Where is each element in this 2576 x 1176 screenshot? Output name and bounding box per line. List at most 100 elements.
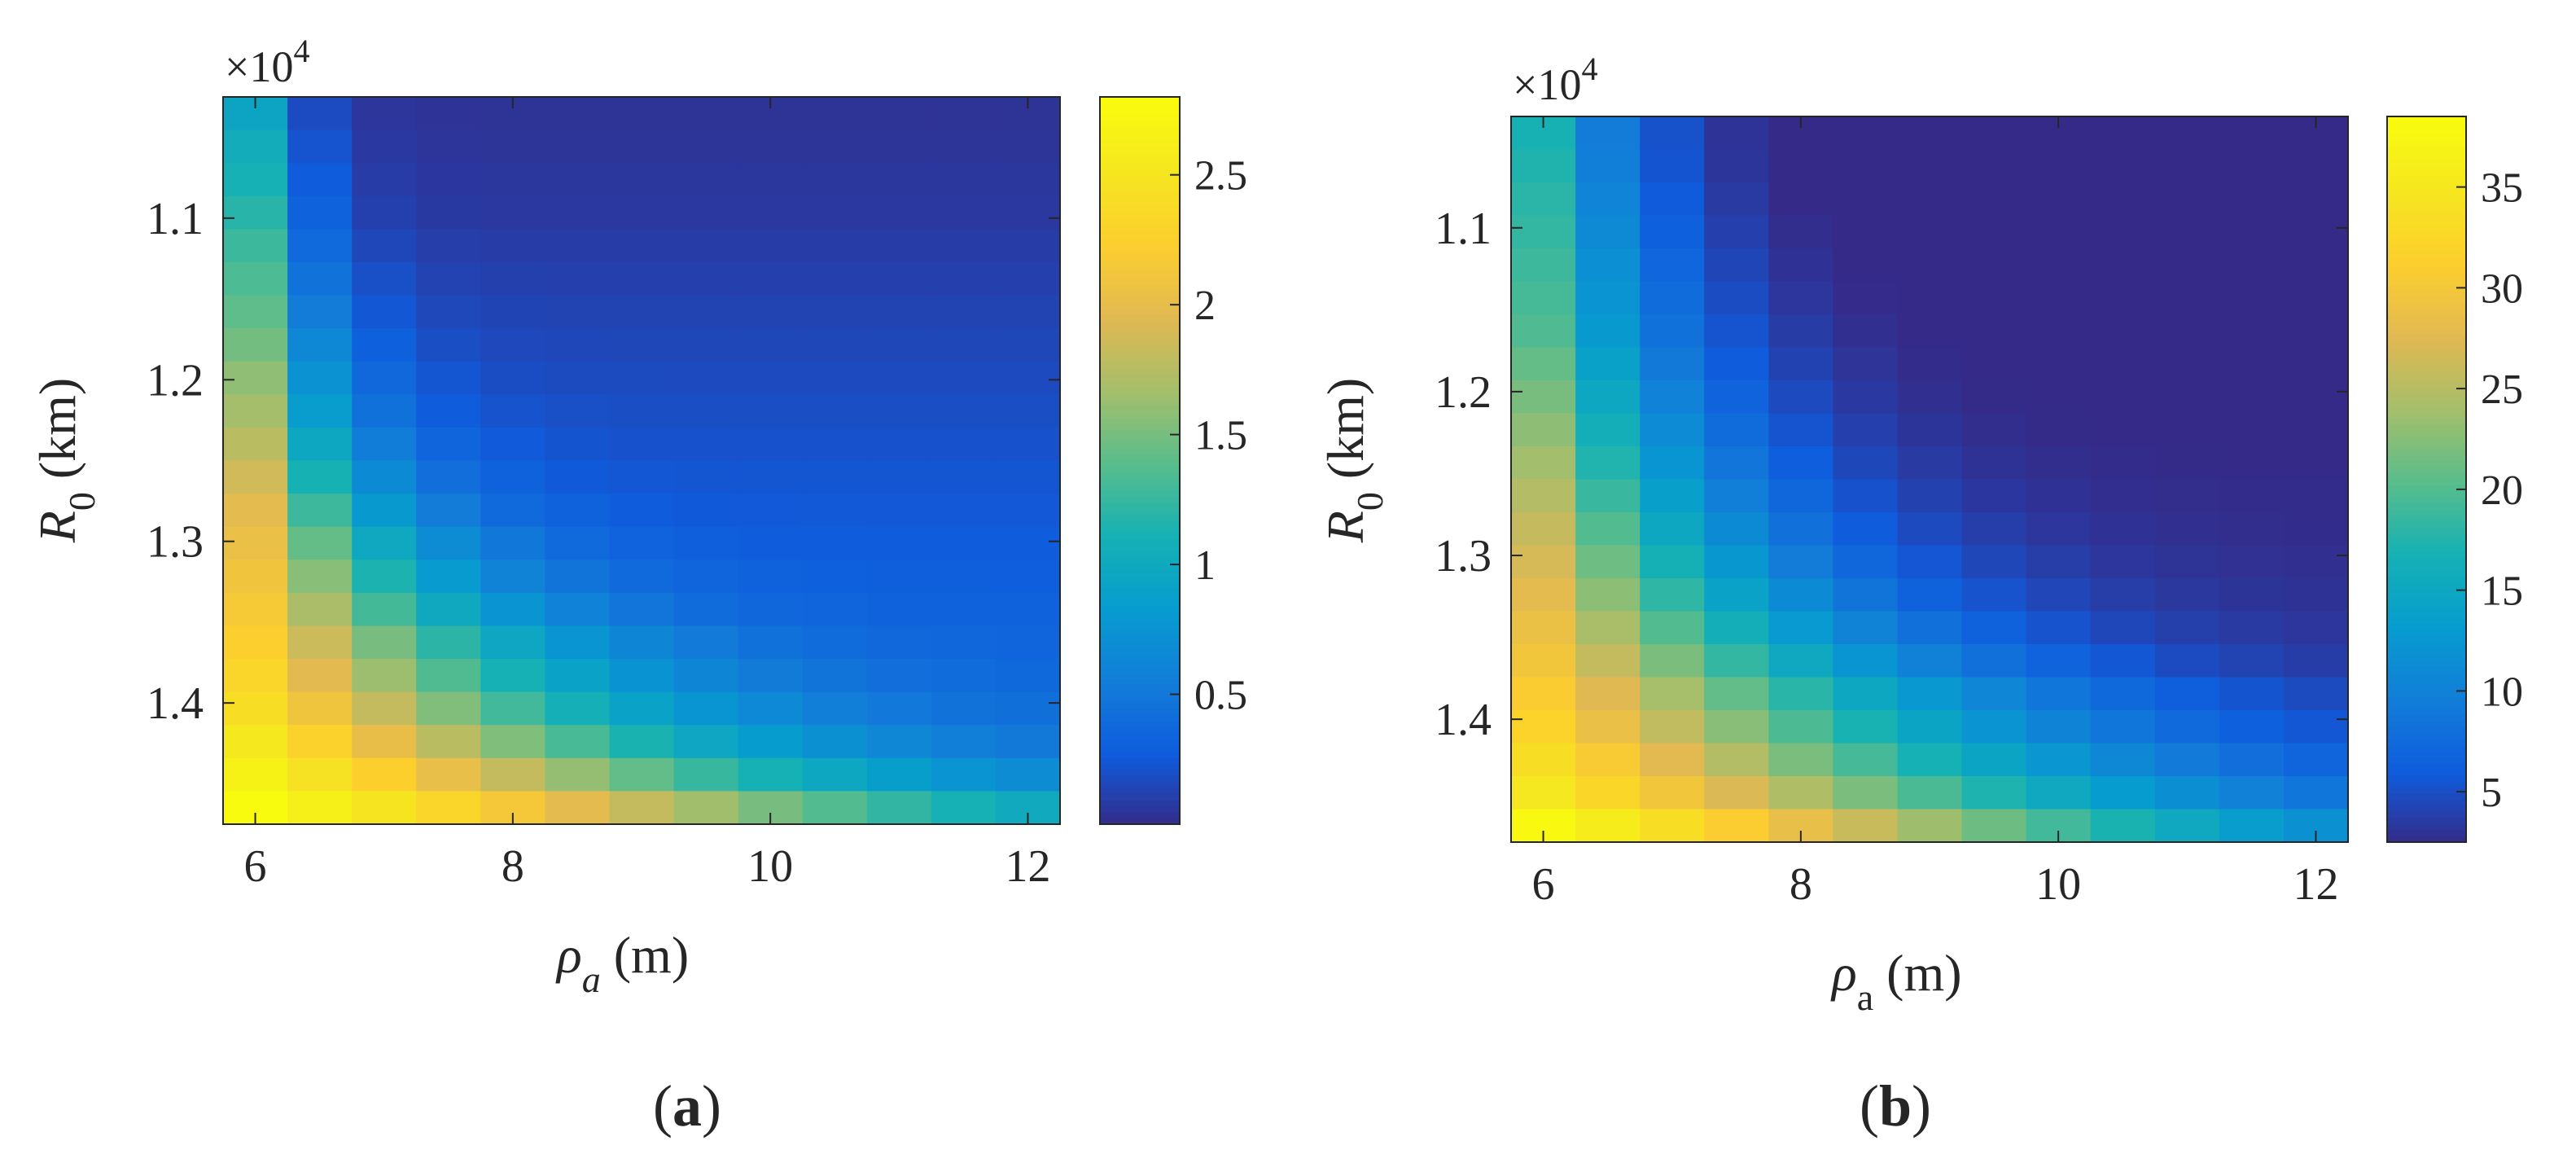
heatmap-cell	[416, 361, 482, 396]
heatmap-cell	[2283, 248, 2349, 283]
heatmap-cell	[1640, 149, 1706, 183]
heatmap-cell	[2154, 149, 2220, 183]
heatmap-cell	[223, 592, 288, 627]
colorbar-segment	[1100, 472, 1180, 480]
heatmap-cell	[738, 526, 804, 561]
heatmap-cell	[673, 460, 739, 494]
heatmap-cell	[1575, 710, 1641, 744]
heatmap-cell	[1511, 248, 1576, 283]
heatmap-cell	[1511, 446, 1576, 480]
heatmap-cell	[1833, 479, 1899, 513]
heatmap-cell	[1833, 611, 1899, 645]
heatmap-cell	[2219, 149, 2285, 183]
heatmap-cell	[480, 460, 546, 494]
heatmap-cell	[1640, 611, 1706, 645]
heatmap-cell	[2219, 347, 2285, 381]
heatmap-cell	[223, 460, 288, 494]
heatmap-cell	[738, 328, 804, 362]
heatmap-cell	[738, 691, 804, 726]
colorbar-segment	[2387, 412, 2466, 420]
heatmap-cell	[2219, 809, 2285, 843]
colorbar-segment	[2387, 757, 2466, 765]
heatmap-cell	[2219, 578, 2285, 612]
colorbar-segment	[1100, 721, 1180, 728]
heatmap-cell	[866, 791, 932, 825]
colorbar-segment	[1100, 369, 1180, 377]
heatmap-cell	[2219, 182, 2285, 217]
colorbar-segment	[1100, 108, 1180, 116]
colorbar-segment	[1100, 818, 1180, 825]
heatmap-cell	[2090, 116, 2156, 151]
heatmap-cell	[1575, 380, 1641, 415]
heatmap-cell	[738, 625, 804, 660]
heatmap-cell	[2219, 512, 2285, 546]
colorbar-segment	[2387, 261, 2466, 269]
heatmap-cell	[1640, 578, 1706, 612]
heatmap-cell	[609, 725, 675, 759]
y-tick-label: 1.2	[1435, 367, 1492, 418]
heatmap-cell	[673, 625, 739, 660]
colorbar-tick-label: 1	[1194, 542, 1216, 589]
heatmap-cell	[673, 592, 739, 627]
heatmap-cell	[673, 427, 739, 462]
heatmap-cell	[1833, 314, 1899, 349]
heatmap-cell	[802, 791, 868, 825]
heatmap-cell	[2219, 215, 2285, 249]
heatmap-cell	[995, 195, 1061, 230]
heatmap-cell	[480, 494, 546, 528]
heatmap-cell	[1768, 611, 1834, 645]
heatmap-cell	[545, 163, 611, 197]
heatmap-cell	[1511, 149, 1576, 183]
heatmap-cell	[738, 427, 804, 462]
colorbar-segment	[1100, 666, 1180, 674]
heatmap-cell	[223, 361, 288, 396]
heatmap-cell	[738, 725, 804, 759]
colorbar-segment	[1100, 793, 1180, 801]
heatmap-cell	[673, 757, 739, 792]
heatmap-a-cells	[223, 97, 1061, 825]
colorbar-segment	[1100, 187, 1180, 195]
heatmap-cell	[2090, 182, 2156, 217]
heatmap-cell	[2154, 710, 2220, 744]
heatmap-cell	[223, 394, 288, 428]
panel-b-letter: b	[1878, 1073, 1912, 1139]
heatmap-cell	[995, 394, 1061, 428]
heatmap-cell	[931, 592, 997, 627]
colorbar-segment	[1100, 564, 1180, 571]
colorbar-segment	[1100, 296, 1180, 304]
colorbar-frame	[1099, 96, 1181, 825]
colorbar-segment	[1100, 672, 1180, 680]
heatmap-cell	[1704, 677, 1770, 711]
heatmap-cell	[1961, 743, 2027, 777]
colorbar-segment	[2387, 739, 2466, 746]
colorbar-segment	[1100, 594, 1180, 601]
heatmap-cell	[1704, 314, 1770, 349]
heatmap-cell	[673, 791, 739, 825]
heatmap-cell	[545, 229, 611, 263]
heatmap-cell	[802, 559, 868, 594]
heatmap-cell	[2283, 512, 2349, 546]
colorbar-segment	[2387, 636, 2466, 643]
colorbar-tick-label: 30	[2481, 265, 2523, 312]
heatmap-cell	[802, 262, 868, 296]
heatmap-cell	[2154, 314, 2220, 349]
heatmap-cell	[1897, 215, 1963, 249]
heatmap-cell	[1704, 743, 1770, 777]
heatmap-cell	[609, 97, 675, 131]
colorbar-segment	[2387, 279, 2466, 287]
colorbar-segment	[1100, 726, 1180, 735]
colorbar-segment	[2387, 516, 2466, 523]
heatmap-cell	[931, 229, 997, 263]
heatmap-cell	[1961, 677, 2027, 711]
heatmap-cell	[1640, 314, 1706, 349]
heatmap-cell	[480, 163, 546, 197]
colorbar-segment	[2387, 297, 2466, 305]
y-axis-label: R0 (km)	[28, 378, 103, 544]
heatmap-cell	[738, 295, 804, 329]
heatmap-cell	[802, 195, 868, 230]
heatmap-cell	[1768, 578, 1834, 612]
heatmap-cell	[802, 625, 868, 660]
heatmap-cell	[416, 592, 482, 627]
heatmap-cell	[1897, 446, 1963, 480]
heatmap-cell	[931, 328, 997, 362]
